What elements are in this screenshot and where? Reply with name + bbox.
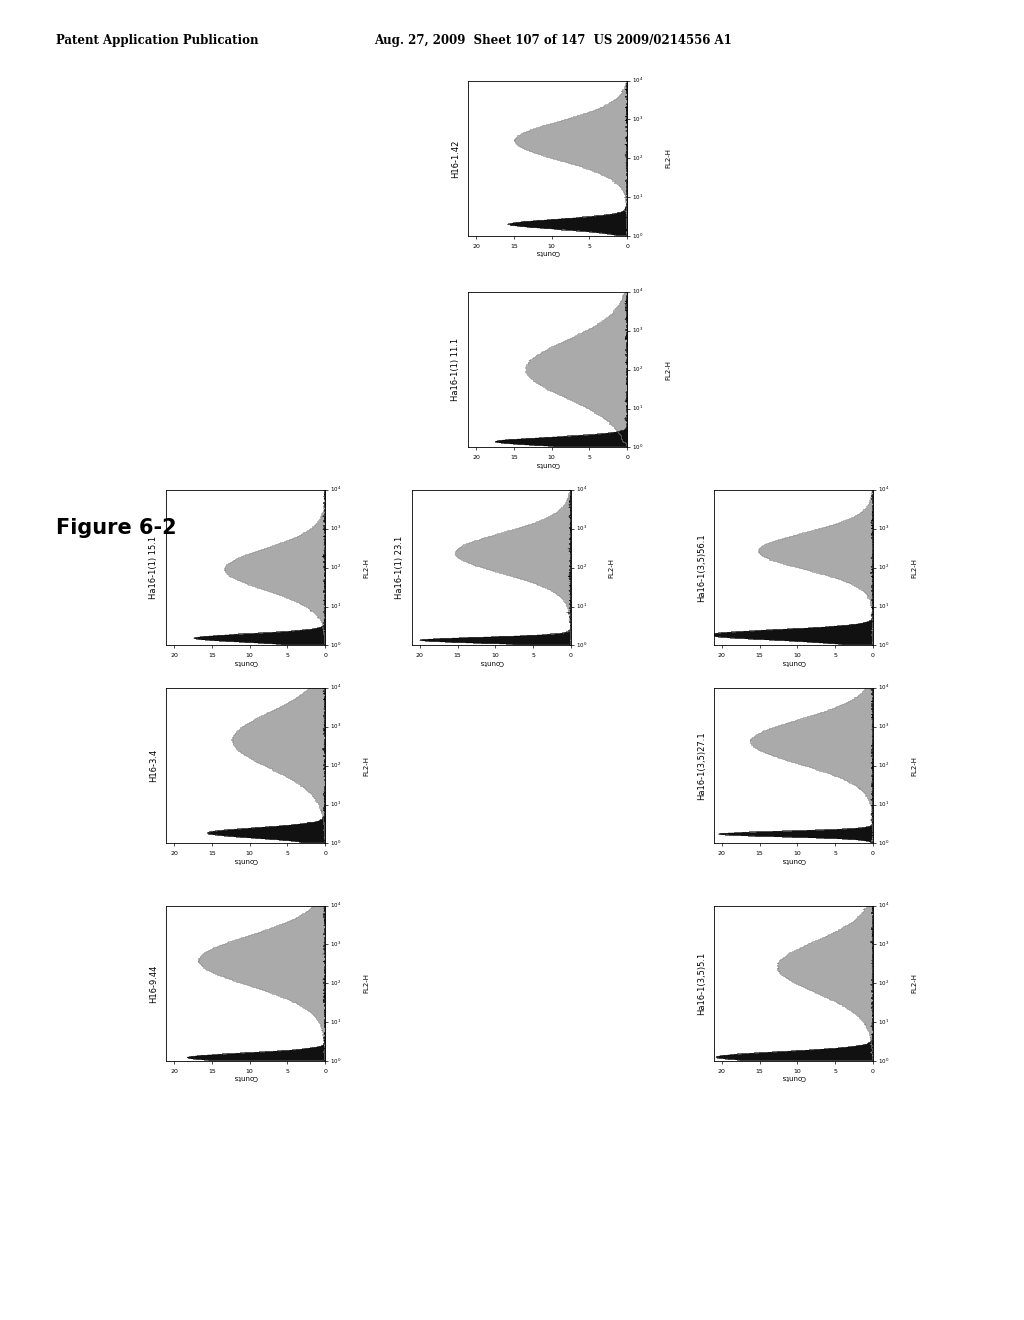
Text: $10^4$: $10^4$ [633, 286, 644, 297]
Text: Ha16-1(1) 11.1: Ha16-1(1) 11.1 [452, 338, 461, 401]
Text: Counts: Counts [536, 461, 560, 467]
Text: $10^1$: $10^1$ [879, 1018, 889, 1027]
Text: FL2-H: FL2-H [666, 359, 671, 380]
Text: $10^3$: $10^3$ [633, 115, 643, 124]
Text: H16-9.44: H16-9.44 [150, 964, 158, 1003]
Text: Counts: Counts [233, 1074, 258, 1081]
Text: $10^3$: $10^3$ [575, 524, 587, 533]
Text: $10^0$: $10^0$ [879, 640, 890, 651]
Text: $10^4$: $10^4$ [879, 682, 890, 693]
Text: $10^2$: $10^2$ [575, 562, 587, 573]
Text: $10^1$: $10^1$ [633, 404, 643, 413]
Text: $10^4$: $10^4$ [879, 900, 890, 911]
Text: $10^3$: $10^3$ [633, 326, 643, 335]
Text: $10^3$: $10^3$ [330, 524, 341, 533]
Text: $10^2$: $10^2$ [879, 760, 889, 771]
Text: $10^1$: $10^1$ [575, 602, 587, 611]
Text: Counts: Counts [479, 659, 504, 665]
Text: $10^0$: $10^0$ [330, 838, 342, 849]
Text: $10^0$: $10^0$ [633, 442, 644, 453]
Text: Counts: Counts [781, 857, 806, 863]
Text: FL2-H: FL2-H [911, 973, 916, 994]
Text: Counts: Counts [536, 249, 560, 256]
Text: H16-3.4: H16-3.4 [150, 748, 158, 783]
Text: Counts: Counts [233, 857, 258, 863]
Text: Counts: Counts [781, 1074, 806, 1081]
Text: FL2-H: FL2-H [364, 557, 369, 578]
Text: $10^0$: $10^0$ [330, 1056, 342, 1067]
Text: $10^4$: $10^4$ [575, 484, 588, 495]
Text: $10^2$: $10^2$ [330, 760, 341, 771]
Text: $10^3$: $10^3$ [330, 940, 341, 949]
Text: $10^2$: $10^2$ [879, 562, 889, 573]
Text: $10^3$: $10^3$ [879, 722, 889, 731]
Text: $10^1$: $10^1$ [879, 602, 889, 611]
Text: Counts: Counts [781, 659, 806, 665]
Text: $10^3$: $10^3$ [879, 524, 889, 533]
Text: FL2-H: FL2-H [609, 557, 614, 578]
Text: $10^1$: $10^1$ [633, 193, 643, 202]
Text: Aug. 27, 2009  Sheet 107 of 147  US 2009/0214556 A1: Aug. 27, 2009 Sheet 107 of 147 US 2009/0… [374, 34, 731, 48]
Text: FL2-H: FL2-H [911, 755, 916, 776]
Text: $10^0$: $10^0$ [879, 838, 890, 849]
Text: $10^1$: $10^1$ [330, 800, 341, 809]
Text: $10^2$: $10^2$ [330, 978, 341, 989]
Text: Ha16-1(3,5)27.1: Ha16-1(3,5)27.1 [697, 731, 707, 800]
Text: H16-1.42: H16-1.42 [452, 139, 461, 178]
Text: FL2-H: FL2-H [911, 557, 916, 578]
Text: $10^3$: $10^3$ [330, 722, 341, 731]
Text: $10^1$: $10^1$ [879, 800, 889, 809]
Text: $10^0$: $10^0$ [330, 640, 342, 651]
Text: $10^2$: $10^2$ [633, 153, 643, 164]
Text: Ha16-1(1) 23.1: Ha16-1(1) 23.1 [395, 536, 403, 599]
Text: $10^4$: $10^4$ [330, 682, 342, 693]
Text: $10^2$: $10^2$ [330, 562, 341, 573]
Text: Figure 6-2: Figure 6-2 [56, 517, 177, 539]
Text: $10^4$: $10^4$ [330, 900, 342, 911]
Text: $10^4$: $10^4$ [879, 484, 890, 495]
Text: $10^0$: $10^0$ [575, 640, 588, 651]
Text: $10^1$: $10^1$ [330, 602, 341, 611]
Text: $10^4$: $10^4$ [330, 484, 342, 495]
Text: FL2-H: FL2-H [666, 148, 671, 169]
Text: $10^0$: $10^0$ [633, 231, 644, 242]
Text: Ha16-1(3,5)5.1: Ha16-1(3,5)5.1 [697, 952, 707, 1015]
Text: FL2-H: FL2-H [364, 973, 369, 994]
Text: Counts: Counts [233, 659, 258, 665]
Text: $10^4$: $10^4$ [633, 75, 644, 86]
Text: Patent Application Publication: Patent Application Publication [56, 34, 259, 48]
Text: FL2-H: FL2-H [364, 755, 369, 776]
Text: $10^0$: $10^0$ [879, 1056, 890, 1067]
Text: $10^1$: $10^1$ [330, 1018, 341, 1027]
Text: Ha16-1(1) 15.1: Ha16-1(1) 15.1 [150, 536, 158, 599]
Text: $10^2$: $10^2$ [879, 978, 889, 989]
Text: $10^3$: $10^3$ [879, 940, 889, 949]
Text: Ha16-1(3,5)56.1: Ha16-1(3,5)56.1 [697, 533, 707, 602]
Text: $10^2$: $10^2$ [633, 364, 643, 375]
